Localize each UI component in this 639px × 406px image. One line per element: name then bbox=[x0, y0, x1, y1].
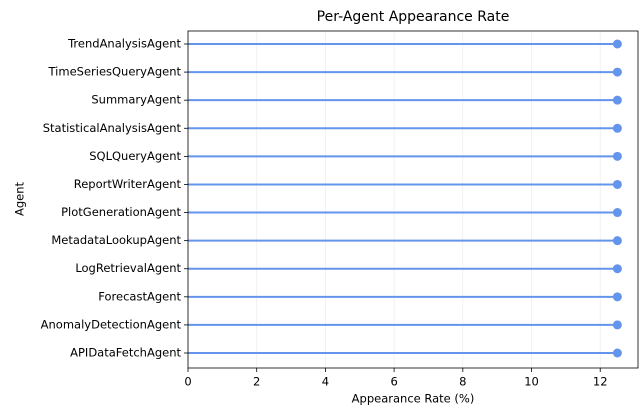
dot bbox=[612, 264, 622, 274]
y-tick-label: APIDataFetchAgent bbox=[70, 346, 181, 360]
y-tick-label: AnomalyDetectionAgent bbox=[41, 317, 182, 331]
dot bbox=[612, 292, 622, 302]
dot bbox=[612, 95, 622, 105]
y-tick-label: ForecastAgent bbox=[98, 289, 181, 303]
dot bbox=[612, 123, 622, 133]
x-tick-label: 6 bbox=[390, 375, 397, 389]
x-tick-label: 10 bbox=[524, 375, 539, 389]
y-tick-label: TrendAnalysisAgent bbox=[67, 37, 181, 51]
dot bbox=[612, 236, 622, 246]
y-tick-label: SQLQueryAgent bbox=[89, 149, 181, 163]
y-tick-label: TimeSeriesQueryAgent bbox=[48, 65, 182, 79]
dot bbox=[612, 67, 622, 77]
dot bbox=[612, 39, 622, 49]
y-tick-label: ReportWriterAgent bbox=[74, 177, 182, 191]
y-axis-label: Agent bbox=[13, 181, 27, 216]
dot bbox=[612, 320, 622, 330]
y-tick-label: StatisticalAnalysisAgent bbox=[43, 121, 182, 135]
chart-title: Per-Agent Appearance Rate bbox=[317, 9, 510, 25]
x-axis-label: Appearance Rate (%) bbox=[352, 392, 475, 406]
x-tick-label: 12 bbox=[593, 375, 608, 389]
x-tick-label: 4 bbox=[322, 375, 329, 389]
y-tick-label: SummaryAgent bbox=[91, 93, 181, 107]
y-tick-label: PlotGenerationAgent bbox=[61, 205, 181, 219]
x-tick-label: 0 bbox=[184, 375, 191, 389]
y-tick-label: LogRetrievalAgent bbox=[75, 261, 181, 275]
plot-frame bbox=[187, 30, 639, 369]
y-tick-label: MetadataLookupAgent bbox=[51, 233, 181, 247]
dot bbox=[612, 179, 622, 189]
x-tick-label: 2 bbox=[253, 375, 260, 389]
dot bbox=[612, 348, 622, 358]
dot bbox=[612, 208, 622, 218]
x-tick-label: 8 bbox=[459, 375, 466, 389]
dot bbox=[612, 151, 622, 161]
